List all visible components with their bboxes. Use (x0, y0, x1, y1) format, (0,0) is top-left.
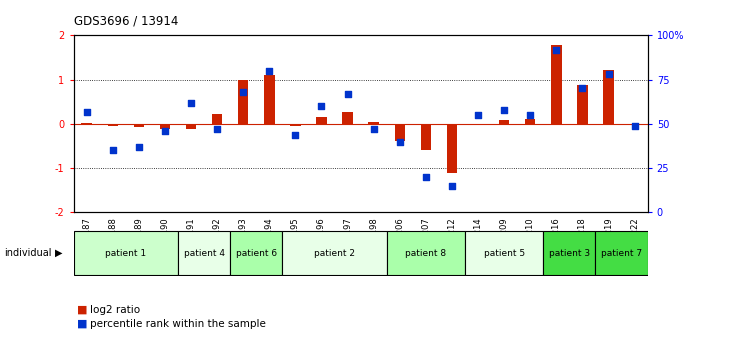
Text: individual: individual (4, 248, 52, 258)
Point (107, 148, 118, 153)
Text: percentile rank within the sample: percentile rank within the sample (90, 319, 266, 329)
Bar (264, 75, 275, 124)
Text: log2 ratio: log2 ratio (90, 305, 140, 315)
Point (368, 126, 380, 132)
Point (342, 91, 353, 97)
Bar (394, 124, 405, 141)
Point (159, 128, 171, 134)
Text: ■: ■ (77, 319, 88, 329)
Point (263, 68, 275, 74)
Bar (212, 114, 222, 124)
Point (629, 123, 640, 129)
Text: patient 7: patient 7 (601, 249, 642, 258)
Point (446, 183, 458, 189)
Bar (629, 124, 640, 125)
Bar (238, 80, 249, 124)
Text: patient 1: patient 1 (105, 249, 146, 258)
Bar (82, 123, 92, 124)
Bar (134, 124, 144, 127)
Bar (283, 231, 386, 275)
Bar (386, 231, 465, 275)
Bar (342, 112, 353, 124)
Bar (447, 124, 457, 172)
Point (524, 112, 536, 118)
Bar (74, 231, 178, 275)
Point (316, 103, 328, 109)
Bar (465, 231, 543, 275)
Point (133, 144, 145, 150)
Bar (160, 124, 170, 129)
Text: ■: ■ (77, 305, 88, 315)
Text: patient 5: patient 5 (484, 249, 525, 258)
Text: patient 4: patient 4 (183, 249, 224, 258)
Bar (178, 231, 230, 275)
Point (185, 100, 197, 105)
Bar (499, 120, 509, 124)
Bar (551, 45, 562, 124)
Bar (577, 85, 587, 124)
Bar (185, 124, 197, 129)
Text: ▶: ▶ (55, 248, 63, 258)
Bar (604, 70, 614, 124)
Point (237, 89, 249, 95)
Point (81, 109, 93, 114)
Bar (230, 231, 283, 275)
Text: patient 8: patient 8 (406, 249, 447, 258)
Point (498, 107, 510, 113)
Point (420, 174, 432, 180)
Bar (316, 117, 327, 124)
Point (551, 47, 562, 52)
Bar (107, 124, 118, 126)
Point (576, 86, 588, 91)
Text: GDS3696 / 13914: GDS3696 / 13914 (74, 14, 178, 27)
Bar (595, 231, 648, 275)
Point (603, 72, 615, 77)
Text: patient 6: patient 6 (236, 249, 277, 258)
Bar (369, 122, 379, 124)
Point (289, 132, 301, 137)
Bar (525, 119, 536, 124)
Text: patient 2: patient 2 (314, 249, 355, 258)
Point (473, 112, 484, 118)
Text: patient 3: patient 3 (549, 249, 590, 258)
Bar (290, 124, 300, 126)
Bar (543, 231, 595, 275)
Bar (421, 124, 431, 149)
Point (394, 139, 406, 144)
Bar (473, 124, 484, 125)
Point (211, 126, 223, 132)
